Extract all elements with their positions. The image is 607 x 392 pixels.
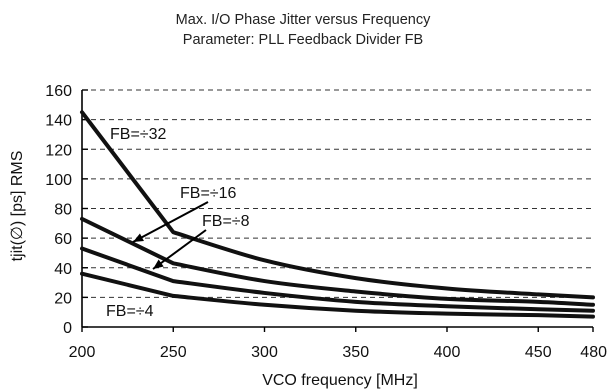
series-line-fb-4	[80, 271, 595, 319]
y-tick-label: 0	[63, 320, 72, 337]
x-tick-label: 300	[251, 344, 278, 361]
annotation-arrow-fb-8	[152, 229, 207, 270]
x-tick-label: 200	[69, 344, 96, 361]
series-line-fb-32	[80, 110, 595, 300]
x-axis-label: VCO frequency [MHz]	[262, 372, 418, 389]
x-tick-label: 480	[580, 344, 607, 361]
annotation-arrow-fb-16	[132, 201, 209, 243]
y-tick-label: 140	[45, 113, 72, 130]
annotation-fb-16: FB=÷16	[180, 185, 236, 202]
y-tick-label: 120	[45, 142, 72, 159]
y-tick-label: 80	[54, 202, 72, 219]
arrowhead-fb-8	[153, 259, 164, 269]
y-tick-label: 60	[54, 231, 72, 248]
tick-labels: 0 20 40 60 80 100 120 140 160 200 250 300 350 400 450 4…	[45, 83, 607, 361]
series-lines	[80, 110, 595, 319]
annotation-fb-32: FB=÷32	[110, 126, 166, 143]
x-tick-label: 350	[342, 344, 369, 361]
x-tick-label: 250	[160, 344, 187, 361]
chart-subtitle: Parameter: PLL Feedback Divider FB	[183, 32, 423, 48]
x-tick-label: 450	[525, 344, 552, 361]
y-tick-label: 160	[45, 83, 72, 100]
series-annotations: FB=÷32 FB=÷16 FB=÷8 FB=÷4	[106, 126, 250, 320]
y-tick-label: 20	[54, 290, 72, 307]
grid	[82, 89, 593, 298]
y-tick-label: 100	[45, 172, 72, 189]
series-line-fb-16	[80, 216, 595, 307]
series-line-fb-8	[80, 246, 595, 313]
arrowhead-fb-16	[133, 233, 144, 242]
annotation-fb-8: FB=÷8	[202, 213, 250, 230]
y-axis-label: tjit(∅) [ps] RMS	[9, 151, 26, 262]
axes	[81, 89, 594, 332]
y-tick-label: 40	[54, 261, 72, 278]
annotation-fb-4: FB=÷4	[106, 303, 154, 320]
x-tick-label: 400	[434, 344, 461, 361]
chart-title: Max. I/O Phase Jitter versus Frequency	[176, 12, 431, 28]
